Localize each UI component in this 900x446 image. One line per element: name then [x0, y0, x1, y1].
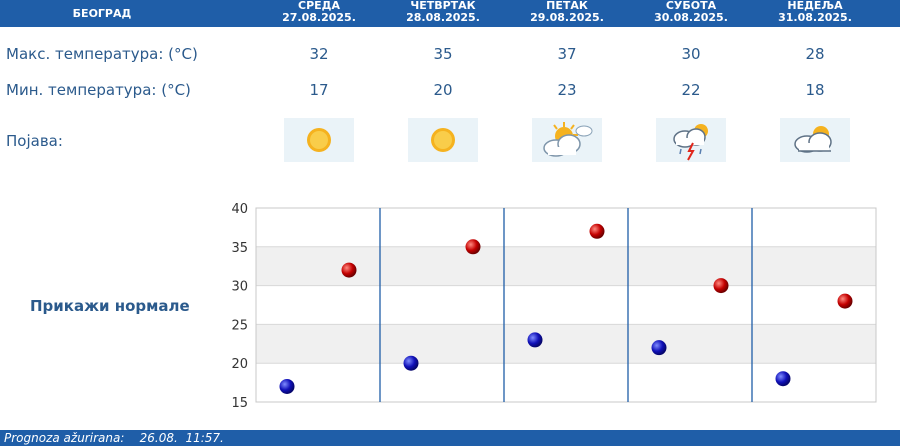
y-tick-label: 40 — [231, 202, 248, 217]
min-temp-point — [403, 355, 419, 371]
footer-bar: Prognoza ažurirana: 26.08. 11:57. — [0, 430, 900, 446]
day-date: 27.08.2025. — [282, 11, 356, 24]
max-temp-value: 30 — [681, 45, 701, 63]
update-label: Prognoza ažurirana: — [4, 431, 125, 445]
max-temp-point — [341, 262, 357, 278]
chart-band — [256, 246, 876, 286]
cloud-with-sun-icon — [780, 118, 850, 162]
sun-icon — [284, 118, 354, 162]
max-temp-point — [837, 293, 853, 309]
day-name: ЧЕТВРТАК — [410, 0, 476, 12]
max-temp-point — [589, 223, 605, 239]
day-header-4: СУБОТА 30.08.2025. — [629, 0, 753, 27]
max-temp-value: 32 — [309, 45, 329, 63]
city-name: БЕОГРАД — [72, 7, 132, 20]
y-tick-label: 15 — [231, 396, 248, 411]
y-tick-label: 20 — [231, 357, 248, 372]
day-date: 31.08.2025. — [778, 11, 852, 24]
day-header-1: СРЕДА 27.08.2025. — [257, 0, 381, 27]
max-temp-point — [465, 239, 481, 255]
max-temp-point — [713, 278, 729, 294]
day-date: 28.08.2025. — [406, 11, 480, 24]
min-temp-point — [527, 332, 543, 348]
y-tick-label: 30 — [231, 280, 248, 295]
chart-band — [256, 285, 876, 325]
thunderstorm-icon — [656, 118, 726, 162]
min-temp-value: 20 — [433, 81, 453, 99]
min-temp-point — [775, 371, 791, 387]
day-name: НЕДЕЉА — [787, 0, 843, 12]
day-date: 30.08.2025. — [654, 11, 728, 24]
min-temp-value: 17 — [309, 81, 329, 99]
update-time: 26.08. 11:57. — [139, 431, 224, 445]
day-name: СРЕДА — [298, 0, 340, 12]
chart-band — [256, 363, 876, 402]
sun-behind-cloud-icon — [532, 118, 602, 162]
min-temp-point — [651, 340, 667, 356]
chart-band — [256, 208, 876, 247]
day-name: ПЕТАК — [546, 0, 588, 12]
y-tick-label: 25 — [231, 318, 248, 333]
plot-frame — [255, 207, 877, 403]
min-temp-value: 23 — [557, 81, 577, 99]
sun-icon — [408, 118, 478, 162]
show-normals-link[interactable]: Прикажи нормале — [30, 297, 190, 315]
forecast-header: БЕОГРАД СРЕДА 27.08.2025. ЧЕТВРТАК 28.08.2… — [0, 0, 900, 27]
min-temp-label: Мин. температура: (°C) — [6, 81, 191, 99]
max-temp-value: 35 — [433, 45, 453, 63]
day-header-5: НЕДЕЉА 31.08.2025. — [753, 0, 877, 27]
chart-band — [256, 324, 876, 364]
temperature-chart: 15 20 25 30 35 40 — [231, 202, 877, 411]
y-tick-label: 35 — [231, 241, 248, 256]
min-temp-point — [279, 378, 295, 394]
max-temp-value: 28 — [805, 45, 825, 63]
day-name: СУБОТА — [665, 0, 717, 12]
day-header-2: ЧЕТВРТАК 28.08.2025. — [381, 0, 505, 27]
day-header-3: ПЕТАК 29.08.2025. — [505, 0, 629, 27]
min-temp-value: 22 — [681, 81, 701, 99]
max-temp-value: 37 — [557, 45, 577, 63]
max-temp-label: Макс. температура: (°C) — [6, 45, 198, 63]
phenomenon-label: Појава: — [6, 132, 63, 150]
day-date: 29.08.2025. — [530, 11, 604, 24]
min-temp-value: 18 — [805, 81, 825, 99]
